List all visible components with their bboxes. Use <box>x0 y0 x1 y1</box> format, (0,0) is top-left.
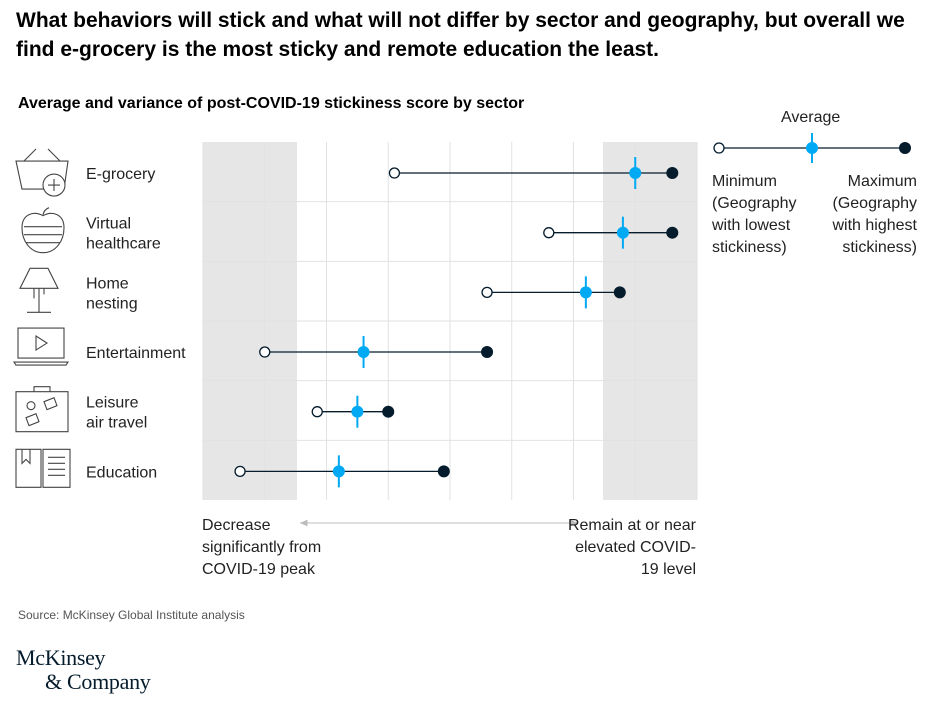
legend-max-marker <box>899 142 911 154</box>
basket-icon <box>15 148 69 197</box>
dumbbell-marks <box>234 157 679 488</box>
max-marker <box>481 346 494 359</box>
sector-label: E-grocery <box>86 166 155 183</box>
plot-area <box>202 142 698 500</box>
min-marker <box>311 406 323 418</box>
avg-marker <box>579 286 592 299</box>
min-marker <box>481 286 493 299</box>
min-marker <box>543 227 555 239</box>
sector-labels: E-grocery Virtual healthcare Home nesting Ent… <box>86 166 186 481</box>
legend-avg-marker <box>806 142 818 154</box>
min-marker <box>259 346 271 358</box>
mckinsey-logo: McKinsey & Company <box>16 645 151 694</box>
lamp-icon <box>19 267 59 313</box>
sector-label: Entertainment <box>86 345 186 362</box>
legend-maximum-label: Maximum (Geography with highest stickine… <box>832 173 918 256</box>
avg-marker <box>357 346 370 359</box>
avg-marker <box>332 465 345 478</box>
min-marker <box>234 465 246 478</box>
min-marker <box>388 167 401 179</box>
source-note: Source: McKinsey Global Institute analys… <box>18 608 245 622</box>
legend-minimum-label: Minimum (Geography with lowest stickines… <box>712 173 797 256</box>
legend-average-label: Average <box>781 109 841 126</box>
logo-line-1: McKinsey <box>16 645 106 670</box>
logo-line-2: & Company <box>45 669 151 694</box>
max-marker <box>666 226 679 239</box>
max-marker <box>613 286 626 299</box>
sector-icons <box>12 148 71 488</box>
sector-label: Education <box>86 464 157 481</box>
sector-label: Home nesting <box>86 275 138 312</box>
laptop-icon <box>12 327 70 366</box>
max-marker <box>666 167 679 180</box>
max-marker <box>382 405 395 418</box>
chart-svg: E-grocery Virtual healthcare Home nesting Ent… <box>12 133 911 527</box>
max-marker <box>437 465 450 478</box>
axis-note-left: Decrease significantly from COVID-19 pea… <box>202 517 322 578</box>
book-icon <box>15 448 71 488</box>
avg-marker <box>616 226 629 239</box>
avg-marker <box>629 167 642 180</box>
apple-icon <box>21 207 65 254</box>
avg-marker <box>351 405 364 418</box>
legend-min-marker <box>713 142 725 154</box>
axis-note-right: Remain at or near elevated COVID-19 leve… <box>567 517 696 578</box>
sector-label: Leisure air travel <box>86 395 147 432</box>
headline: What behaviors will stick and what will … <box>16 9 905 61</box>
legend <box>713 133 911 163</box>
suitcase-icon <box>15 386 69 433</box>
sector-label: Virtual healthcare <box>86 216 161 253</box>
chart-title: Average and variance of post-COVID-19 st… <box>18 95 525 112</box>
